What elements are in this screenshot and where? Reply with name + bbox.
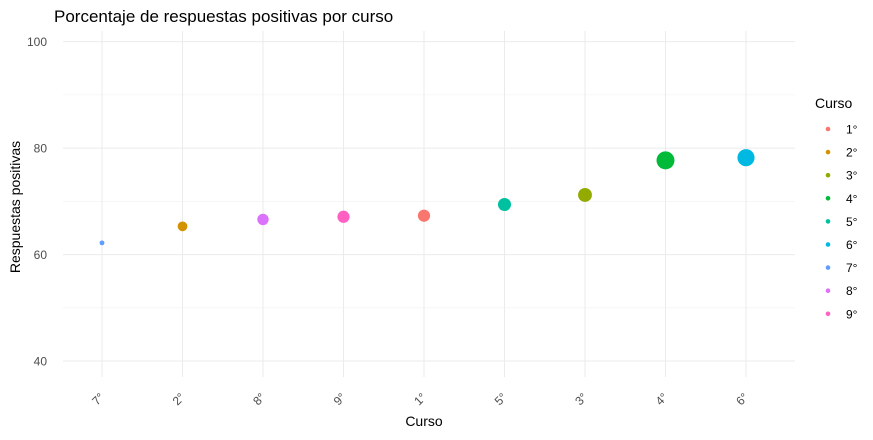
y-tick-label: 80 xyxy=(34,142,48,156)
data-point xyxy=(99,240,105,246)
data-point xyxy=(578,188,592,202)
data-point xyxy=(737,149,755,167)
x-tick-label: 4° xyxy=(653,390,671,408)
legend-key xyxy=(825,172,831,178)
legend-key xyxy=(825,219,831,224)
data-point xyxy=(497,198,512,212)
x-tick-label: 1° xyxy=(411,390,429,408)
x-axis-label: Curso xyxy=(405,413,443,429)
x-tick-label: 9° xyxy=(331,390,349,408)
x-tick-label: 3° xyxy=(572,390,590,408)
legend-key xyxy=(825,265,831,270)
legend-title: Curso xyxy=(815,95,853,111)
x-tick-label: 8° xyxy=(250,390,268,408)
legend-key xyxy=(825,196,831,201)
y-tick-label: 100 xyxy=(27,35,47,49)
grid xyxy=(63,31,795,377)
legend-key xyxy=(825,242,831,247)
legend-label: 6° xyxy=(846,238,858,252)
data-point xyxy=(177,221,188,232)
y-axis-ticks: 40 60 80 100 xyxy=(27,35,47,368)
x-tick-label: 6° xyxy=(733,390,751,408)
x-tick-label: 5° xyxy=(492,390,510,408)
y-axis-label: Respuestas positivas xyxy=(7,141,23,273)
data-points xyxy=(99,149,755,246)
legend-label: 2° xyxy=(846,146,858,160)
x-tick-label: 2° xyxy=(170,390,188,408)
legend-label: 4° xyxy=(846,192,858,206)
x-tick-label: 7° xyxy=(89,390,107,408)
x-axis-ticks: 7° 2° 8° 9° 1° 5° 3° 4° 6° xyxy=(89,390,751,408)
legend-key xyxy=(825,149,831,155)
data-point xyxy=(337,210,350,223)
legend-label: 1° xyxy=(846,123,858,137)
legend-label: 5° xyxy=(846,215,858,229)
legend-key xyxy=(825,311,831,317)
legend-label: 7° xyxy=(846,261,858,275)
data-point xyxy=(656,151,675,170)
y-tick-label: 40 xyxy=(34,355,48,369)
data-point xyxy=(257,213,269,226)
y-tick-label: 60 xyxy=(34,248,48,262)
legend: Curso 1° 2° 3° 4° 5° 6° 7° 8° 9° xyxy=(815,95,858,321)
legend-label: 9° xyxy=(846,307,858,321)
legend-label: 8° xyxy=(846,284,858,298)
data-point xyxy=(417,209,431,222)
legend-label: 3° xyxy=(846,169,858,183)
legend-key xyxy=(825,288,831,294)
chart-title: Porcentaje de respuestas positivas por c… xyxy=(54,7,393,26)
legend-key xyxy=(825,126,831,132)
